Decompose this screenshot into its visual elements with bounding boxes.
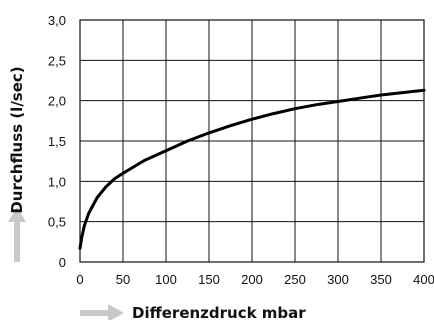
x-tick-label: 250 bbox=[284, 272, 306, 287]
y-tick-label: 2,0 bbox=[48, 94, 66, 109]
y-axis-arrow-icon bbox=[8, 207, 26, 262]
x-axis-arrow-icon bbox=[80, 304, 124, 320]
x-tick-label: 300 bbox=[327, 272, 349, 287]
x-tick-label: 50 bbox=[116, 272, 130, 287]
x-tick-label: 100 bbox=[155, 272, 177, 287]
x-axis-title: Differenzdruck mbar bbox=[132, 304, 306, 320]
y-tick-label: 1,0 bbox=[48, 174, 66, 189]
x-tick-label: 350 bbox=[370, 272, 392, 287]
flow-curve bbox=[78, 88, 426, 250]
plot-frame bbox=[79, 19, 425, 263]
grid bbox=[79, 19, 425, 263]
x-tick-label: 200 bbox=[241, 272, 263, 287]
x-tick-label: 0 bbox=[76, 272, 83, 287]
x-tick-labels: 0 50 100 150 200 250 300 350 400 bbox=[76, 272, 434, 287]
x-tick-label: 150 bbox=[198, 272, 220, 287]
y-tick-label: 0,5 bbox=[48, 215, 66, 230]
y-tick-label: 3,0 bbox=[48, 13, 66, 28]
y-tick-label: 1,5 bbox=[48, 134, 66, 149]
x-tick-label: 400 bbox=[413, 272, 434, 287]
y-tick-label: 0 bbox=[59, 255, 66, 270]
y-tick-labels: 0 0,5 1,0 1,5 2,0 2,5 3,0 bbox=[48, 13, 66, 270]
y-tick-label: 2,5 bbox=[48, 53, 66, 68]
y-axis-title: Durchfluss (l/sec) bbox=[8, 66, 26, 213]
series-layer bbox=[78, 88, 426, 250]
